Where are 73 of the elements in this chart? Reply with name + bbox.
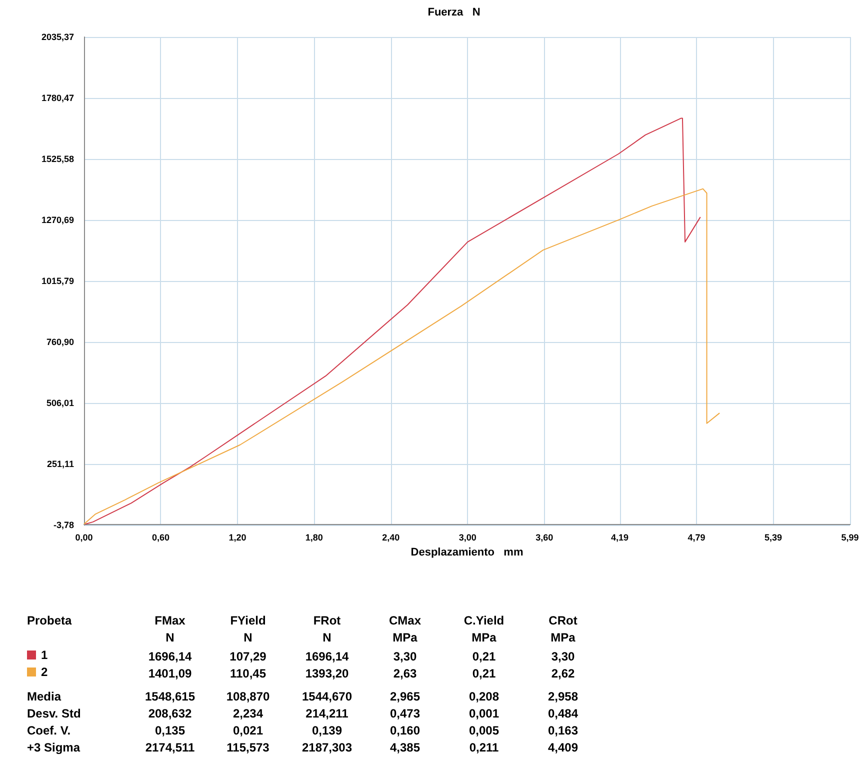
text: 1393,20 <box>305 666 350 680</box>
text: FYield N <box>230 614 266 644</box>
text: 2,965 <box>390 690 420 704</box>
text: 4,385 <box>390 740 420 754</box>
text: 3,30 <box>393 650 417 664</box>
x-tick-label: 4,79 <box>688 532 706 542</box>
text: 2187,303 <box>302 740 352 754</box>
line-series <box>84 118 701 525</box>
text: 108,870 <box>226 690 270 704</box>
text: 0,211 <box>469 740 500 754</box>
text: 1548,615 <box>144 690 196 704</box>
y-tick-label: 1015,79 <box>41 276 74 286</box>
legend-label: 1 <box>41 648 48 662</box>
text: 0,484 <box>548 706 578 720</box>
text: 208,632 <box>148 706 192 720</box>
x-tick-label: 3,60 <box>536 532 554 542</box>
text: 1401,09 <box>148 666 192 680</box>
text: 0,005 <box>468 724 500 738</box>
y-tick-label: 506,01 <box>46 398 74 408</box>
text: 214,211 <box>306 706 349 720</box>
text: 3,30 <box>551 650 575 664</box>
y-tick-label: 1780,47 <box>41 93 74 103</box>
y-tick-label: 251,11 <box>46 459 74 469</box>
text: 1696,14 <box>305 650 350 664</box>
x-tick-label: 1,80 <box>305 532 323 542</box>
x-tick-label: 1,20 <box>228 532 246 542</box>
text: CMax MPa <box>388 614 422 644</box>
text: 1696,14 <box>148 650 192 664</box>
text: C.Yield MPa <box>464 614 504 644</box>
x-tick-label: 5,39 <box>764 532 782 542</box>
text: 0,208 <box>468 690 500 704</box>
text: Desv. Std <box>27 706 81 720</box>
line-series <box>84 188 720 525</box>
text: 0,160 <box>390 724 420 738</box>
x-axis-title: Desplazamiento mm <box>410 546 524 558</box>
text: FMax N <box>154 614 186 644</box>
text: 0,139 <box>312 724 342 738</box>
text: 0,473 <box>390 706 420 720</box>
x-tick-label: 3,00 <box>458 532 476 542</box>
text: 2,63 <box>393 666 417 680</box>
chart-title: Fuerza N <box>428 6 480 18</box>
text: FRot N <box>313 614 341 644</box>
x-tick-label: 0,00 <box>75 532 93 542</box>
text: 2,958 <box>548 690 578 704</box>
text: Media <box>27 690 62 704</box>
text: 110,45 <box>230 666 266 680</box>
text: 0,001 <box>468 706 500 720</box>
y-tick-label: 2035,37 <box>41 32 74 42</box>
y-tick-label: 760,90 <box>46 337 74 347</box>
text: 0,021 <box>232 724 264 738</box>
text: Coef. V. <box>27 724 71 738</box>
x-tick-label: 4,19 <box>611 532 629 542</box>
y-tick-label: -3,78 <box>53 520 74 530</box>
text: +3 Sigma <box>27 740 80 754</box>
text: 1544,670 <box>302 690 352 704</box>
text: 0,135 <box>154 724 186 738</box>
y-tick-label: 1525,58 <box>41 154 74 164</box>
legend-label: 2 <box>41 665 48 679</box>
text: 2174,511 <box>145 740 196 754</box>
text: 0,21 <box>472 650 496 664</box>
text: 2,234 <box>232 706 264 720</box>
text: CRot MPa <box>548 614 578 644</box>
text: 115,573 <box>226 740 270 754</box>
text: 4,409 <box>548 740 578 754</box>
y-tick-label: 1270,69 <box>41 215 74 225</box>
text: 0,21 <box>472 666 496 680</box>
x-tick-label: 2,40 <box>382 532 400 542</box>
text: 0,163 <box>548 724 578 738</box>
text: 107,29 <box>230 650 267 664</box>
text: 2,62 <box>551 666 575 680</box>
x-tick-label: 0,60 <box>152 532 170 542</box>
text: Probeta <box>27 614 72 628</box>
x-tick-label: 5,99 <box>841 532 859 542</box>
